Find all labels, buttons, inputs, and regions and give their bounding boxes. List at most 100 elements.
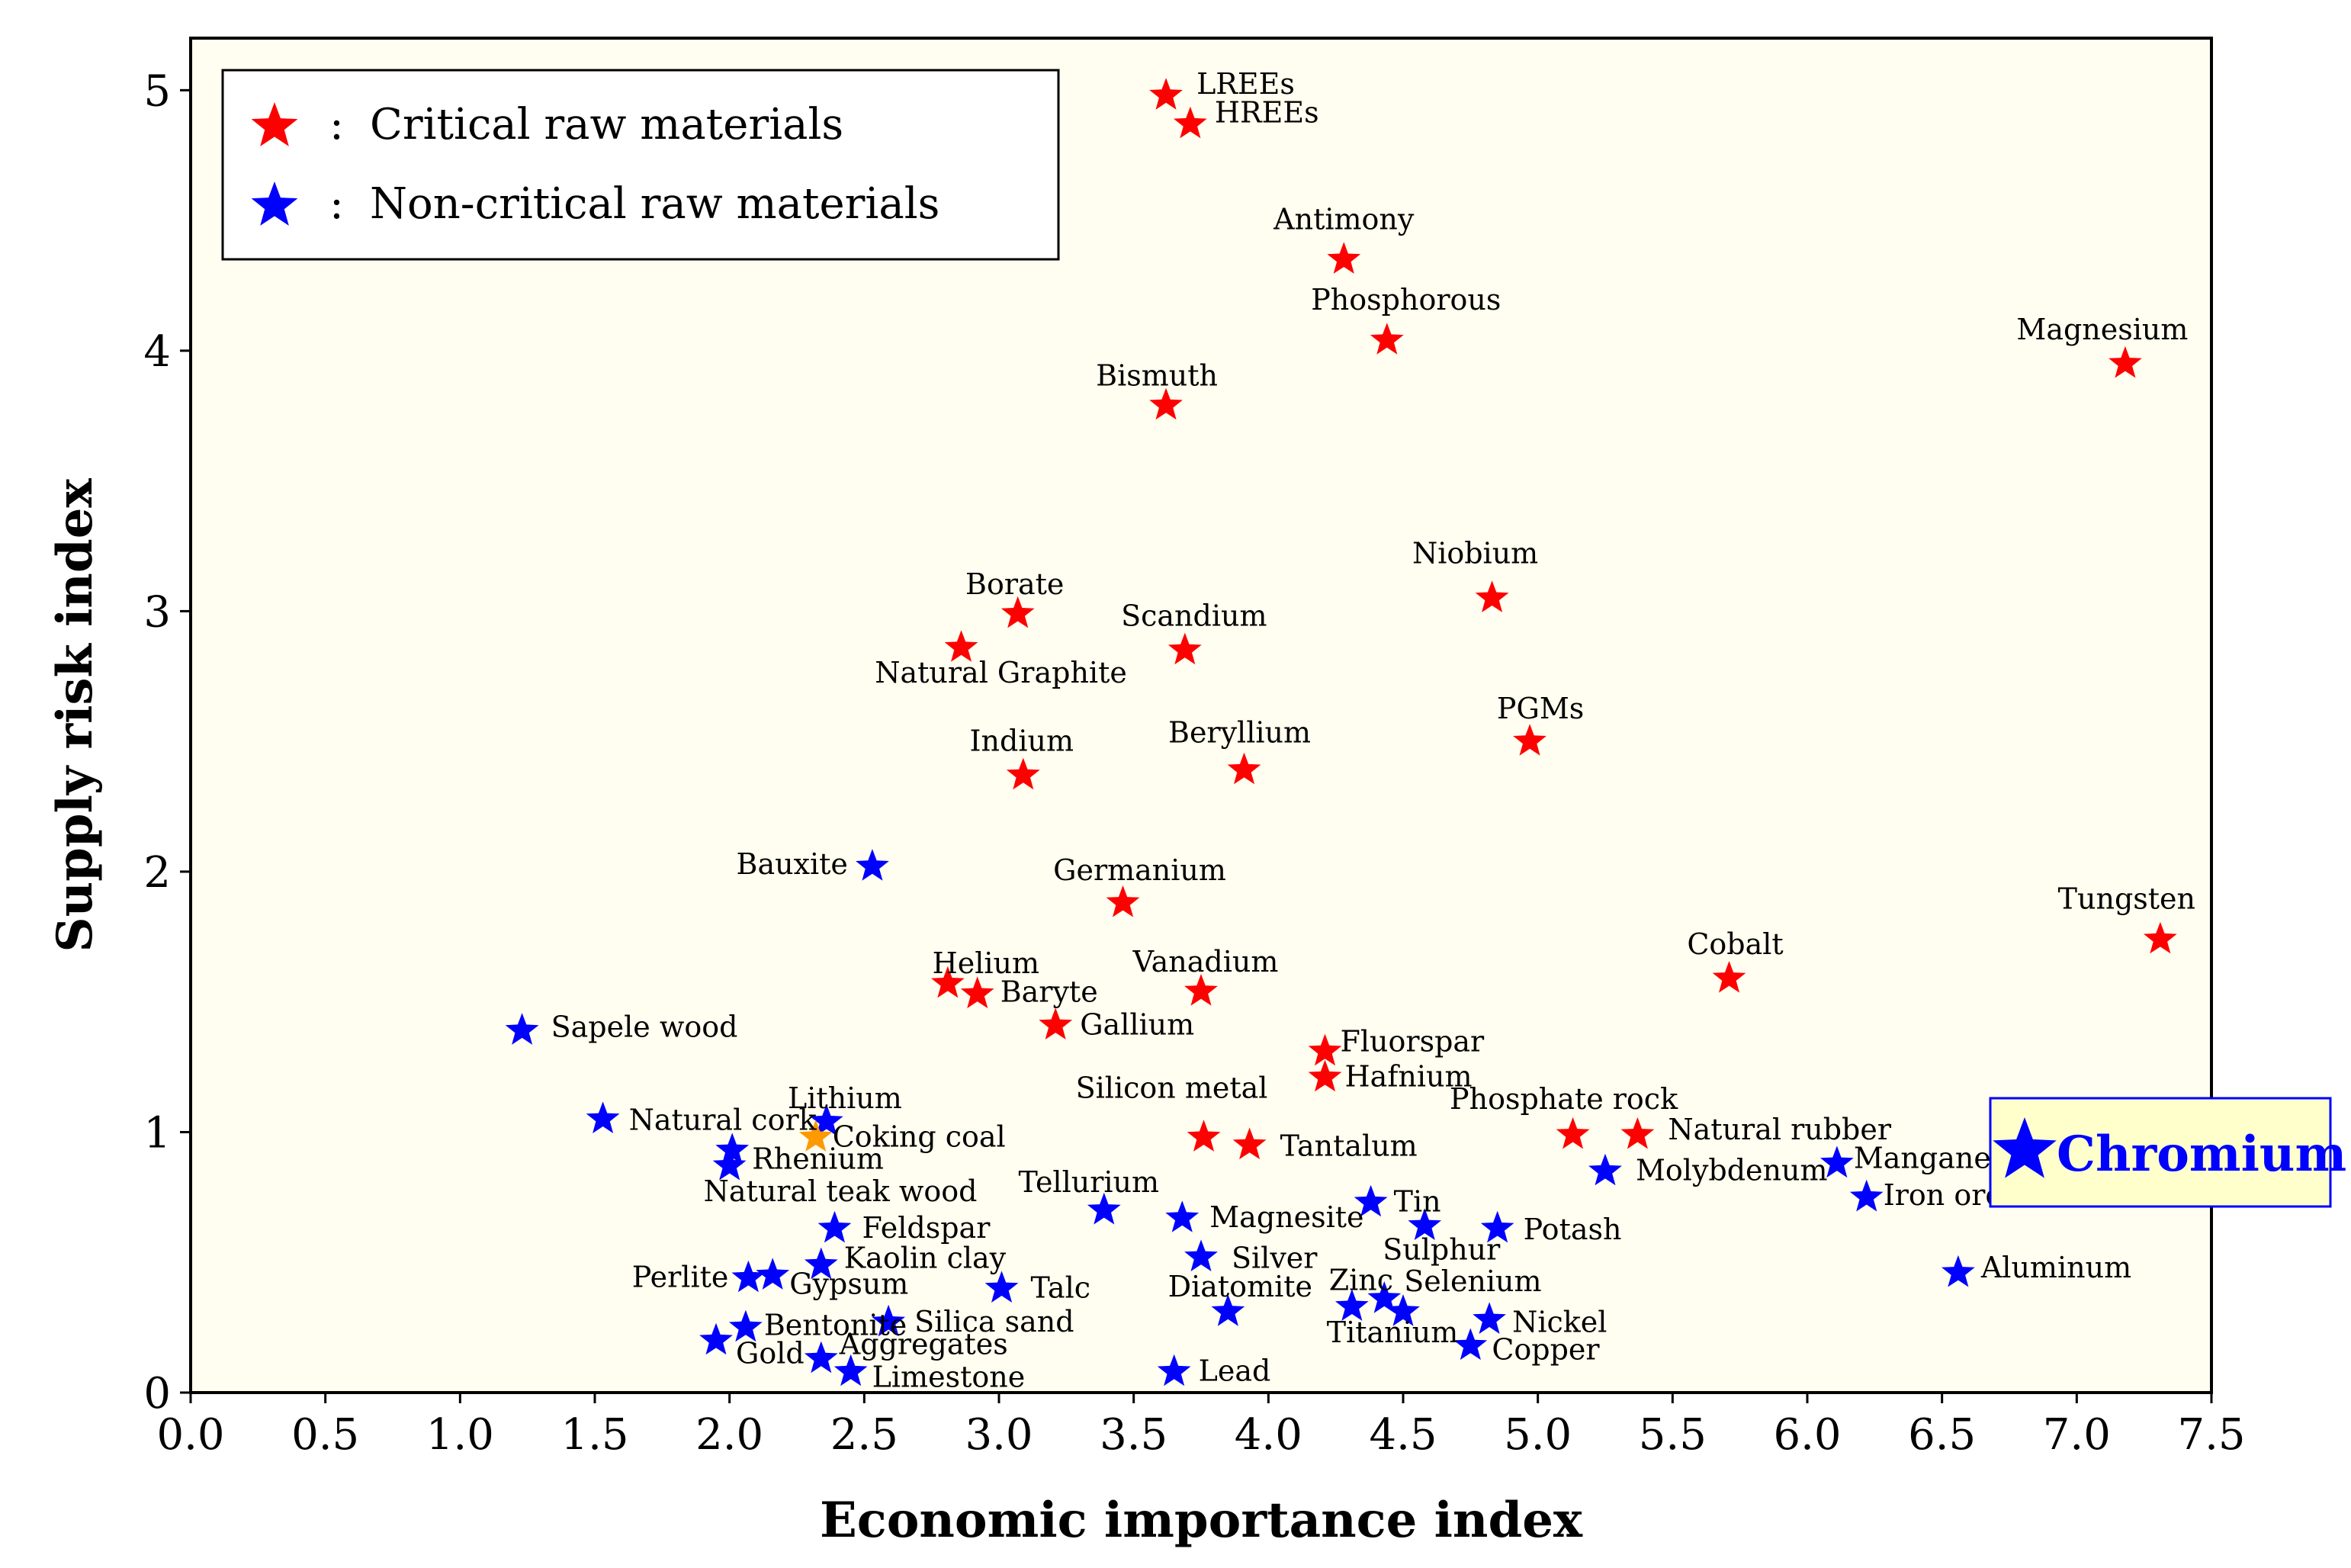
point-germanium [1106, 885, 1140, 917]
label-sapele-wood: Sapele wood [551, 1010, 738, 1043]
point-natural-graphite [944, 630, 978, 662]
point-coking-coal [798, 1120, 833, 1152]
label-phosphate-rock: Phosphate rock [1450, 1082, 1678, 1116]
point-niobium [1475, 580, 1509, 612]
point-tantalum [1232, 1127, 1267, 1160]
x-tick-label: 5.5 [1639, 1410, 1707, 1460]
label-natural-rubber: Natural rubber [1668, 1113, 1891, 1146]
point-helium [931, 966, 965, 998]
label-silica-sand: Silica sand [914, 1305, 1074, 1338]
label-feldspar: Feldspar [862, 1211, 991, 1245]
label-vanadium: Vanadium [1132, 945, 1279, 978]
x-tick-label: 3.0 [965, 1410, 1033, 1460]
point-phosphorous [1370, 323, 1404, 355]
x-tick-label: 1.0 [426, 1410, 494, 1460]
point-magnesite [1165, 1200, 1200, 1232]
point-lead [1157, 1354, 1191, 1386]
x-tick-label: 3.5 [1100, 1410, 1167, 1460]
label-molybdenum: Molybdenum [1636, 1154, 1828, 1187]
label-copper: Copper [1492, 1333, 1600, 1367]
point-sulphur [1408, 1208, 1442, 1240]
point-perlite [731, 1260, 766, 1293]
legend-noncritical-star [251, 182, 298, 226]
point-scandium [1167, 632, 1202, 665]
label-aluminum: Aluminum [1980, 1251, 2131, 1284]
y-tick-label: 0 [143, 1369, 171, 1419]
point-molybdenum [1588, 1153, 1622, 1186]
label-antimony: Antimony [1273, 202, 1415, 236]
x-tick-label: 6.5 [1908, 1410, 1976, 1460]
point-rhenium [715, 1133, 750, 1165]
point-antimony [1327, 242, 1361, 274]
point-gypsum [756, 1258, 790, 1290]
point-lithium [810, 1104, 843, 1136]
legend-noncritical-star-shape [251, 182, 298, 226]
point-magnesium [2109, 345, 2142, 378]
legend-box [221, 69, 1060, 261]
point-kaolin-clay [804, 1247, 838, 1280]
y-axis-title: Supply risk index [47, 478, 104, 953]
point-tin [1354, 1184, 1388, 1217]
y-tick-label: 3 [143, 587, 171, 637]
label-natural-teak-wood: Natural teak wood [704, 1174, 978, 1208]
label-coking-coal: Coking coal [833, 1120, 1006, 1153]
label-lithium: Lithium [788, 1081, 902, 1115]
callout-box [1989, 1097, 2332, 1208]
point-copper [1453, 1328, 1488, 1361]
label-magnesium: Magnesium [2016, 313, 2188, 346]
axis-ticks: 0.0 0.5 1.0 1.5 2.0 2.5 3.0 3.5 4.0 4.5 5.0 5.5 6.0 6… [143, 66, 2245, 1460]
label-tantalum: Tantalum [1280, 1129, 1418, 1163]
point-iron-ore [1849, 1179, 1884, 1212]
x-tick-label: 7.5 [2177, 1410, 2245, 1460]
point-bentonite [729, 1309, 763, 1342]
label-tin: Tin [1394, 1185, 1441, 1219]
legend-noncritical-label: Non-critical raw materials [370, 179, 939, 229]
point-bismuth [1149, 387, 1183, 420]
label-nickel: Nickel [1512, 1305, 1607, 1338]
point-indium [1006, 757, 1040, 790]
label-tungsten: Tungsten [2058, 882, 2195, 916]
callout-star-shape [1993, 1117, 2057, 1178]
label-natural-cork: Natural cork [629, 1103, 817, 1136]
x-tick-label: 7.0 [2043, 1410, 2111, 1460]
callout-star [1993, 1117, 2057, 1178]
point-natural-rubber [1620, 1117, 1655, 1149]
point-phosphate-rock [1556, 1117, 1590, 1149]
legend-critical-star-shape [251, 102, 298, 146]
label-hafnium: Hafnium [1345, 1060, 1473, 1094]
legend-critical-label: Critical raw materials [370, 100, 843, 149]
plot-area [189, 37, 2213, 1394]
y-tick-label: 1 [143, 1108, 171, 1158]
legend-critical-star [251, 102, 298, 146]
point-silicon-metal [1187, 1120, 1221, 1152]
label-gold: Gold [736, 1337, 805, 1370]
label-scandium: Scandium [1121, 599, 1267, 633]
label-rhenium: Rhenium [752, 1142, 884, 1175]
point-hrees [1174, 106, 1207, 139]
point-silica-sand [872, 1304, 905, 1337]
point-beryllium [1227, 752, 1261, 785]
label-bismuth: Bismuth [1096, 359, 1218, 393]
point-titanium [1386, 1294, 1420, 1326]
x-tick-label: 4.0 [1235, 1410, 1302, 1460]
label-gypsum: Gypsum [789, 1267, 908, 1300]
x-tick-label: 2.0 [695, 1410, 763, 1460]
label-silicon-metal: Silicon metal [1076, 1071, 1268, 1104]
point-hafnium [1308, 1059, 1342, 1092]
point-tellurium [1087, 1192, 1121, 1225]
label-selenium: Selenium [1404, 1264, 1541, 1298]
x-tick-label: 1.5 [560, 1410, 628, 1460]
point-bauxite [856, 849, 889, 881]
x-tick-label: 5.0 [1504, 1410, 1572, 1460]
point-feldspar [817, 1210, 852, 1243]
point-lrees [1149, 78, 1183, 110]
point-cobalt [1712, 961, 1746, 993]
point-vanadium [1184, 974, 1218, 1006]
legend: : Critical raw materials : Non-critical … [221, 69, 1060, 261]
label-cobalt: Cobalt [1687, 927, 1783, 961]
label-fluorspar: Fluorspar [1341, 1025, 1485, 1059]
x-tick-label: 6.0 [1773, 1410, 1841, 1460]
label-limestone: Limestone [872, 1361, 1026, 1394]
label-titanium: Titanium [1327, 1316, 1459, 1349]
